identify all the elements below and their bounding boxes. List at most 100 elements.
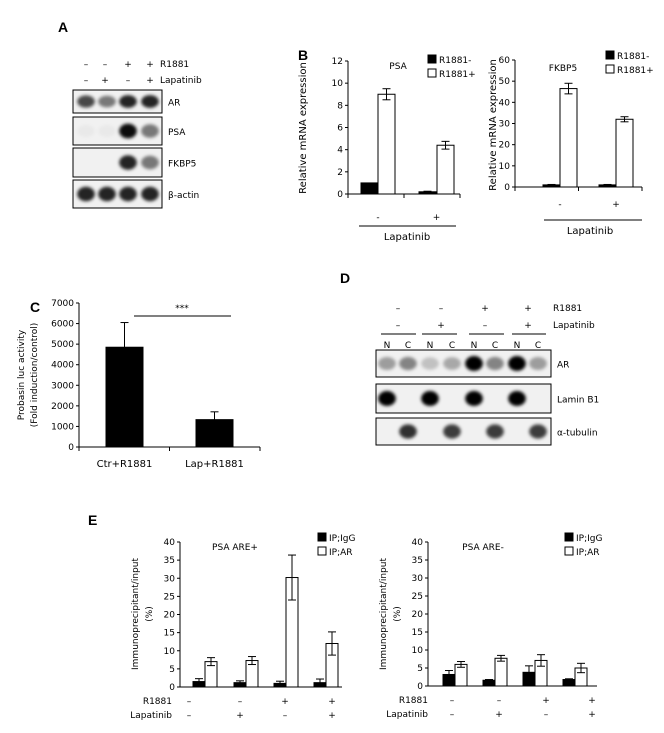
y-tick-label: 0 [68, 443, 74, 453]
treatment-sign: + [437, 321, 445, 331]
treatment-sign: – [483, 321, 488, 331]
treatment-sign: + [524, 304, 532, 314]
bar [377, 93, 396, 195]
y-tick-label: 4000 [51, 361, 74, 371]
y-tick-label: 25 [412, 592, 423, 602]
treatment-sign: + [101, 76, 109, 86]
band [98, 186, 116, 202]
band [378, 357, 396, 370]
y-tick-label: 2 [337, 168, 343, 178]
band [77, 186, 95, 202]
condition-sign: + [495, 710, 503, 720]
y-tick-label: 0 [504, 183, 510, 193]
legend-swatch [317, 546, 327, 556]
legend-label: R1881+ [439, 70, 476, 80]
band [141, 95, 159, 108]
condition-sign: + [328, 697, 336, 707]
y-tick-label: 20 [412, 610, 424, 620]
treatment-sign: – [439, 304, 444, 314]
treatment-sign: – [84, 76, 89, 86]
band [77, 95, 95, 108]
legend-label: IP;AR [329, 548, 353, 558]
treatment-sign: + [481, 304, 489, 314]
y-tick-label: 10 [412, 646, 424, 656]
x-axis-label: Lapatinib [567, 226, 613, 237]
blot-label: AR [557, 361, 569, 371]
treatment-label: Lapatinib [553, 321, 595, 331]
y-tick-label: 5 [169, 665, 175, 675]
bar [195, 419, 234, 448]
y-tick-label: 40 [412, 538, 424, 548]
condition-sign: – [544, 710, 549, 720]
chart-title: PSA ARE- [462, 543, 504, 553]
blot-label: PSA [168, 128, 186, 138]
y-tick-label: 0 [337, 190, 343, 200]
y-axis-label: Immunoprecipitant/input [379, 558, 389, 670]
y-tick-label: 0 [169, 683, 175, 693]
treatment-sign: + [146, 76, 154, 86]
condition-sign: – [497, 696, 502, 706]
y-tick-label: 40 [499, 98, 511, 108]
band [141, 124, 159, 138]
y-tick-label: 2000 [51, 402, 74, 412]
treatment-label: R1881 [553, 304, 582, 314]
y-axis-label: (%) [145, 606, 155, 622]
condition-sign: – [450, 710, 455, 720]
y-tick-label: 30 [412, 574, 424, 584]
legend-swatch [564, 532, 574, 542]
y-tick-label: 6000 [51, 320, 74, 330]
condition-sign: – [238, 697, 243, 707]
treatment-sign: – [84, 60, 89, 70]
condition-sign: + [328, 711, 336, 721]
band [529, 424, 547, 439]
legend-label: IP;IgG [576, 534, 602, 544]
band [98, 95, 116, 108]
bar [559, 88, 578, 188]
y-tick-label: 0 [417, 682, 423, 692]
y-tick-label: 10 [332, 79, 344, 89]
condition-sign: – [187, 711, 192, 721]
category-label: + [433, 213, 441, 223]
panel-label-a: A [58, 19, 68, 35]
band [421, 391, 439, 406]
y-tick-label: 5 [417, 664, 423, 674]
treatment-sign: – [126, 76, 131, 86]
y-tick-label: 1000 [51, 422, 74, 432]
y-tick-label: 15 [164, 629, 175, 639]
category-label: + [612, 200, 620, 210]
y-tick-label: 35 [412, 556, 423, 566]
legend-label: R1881+ [617, 66, 654, 76]
y-axis-label: (Fold induction/control) [30, 323, 40, 428]
y-tick-label: 25 [164, 592, 175, 602]
category-label: Ctr+R1881 [97, 459, 153, 470]
bar [436, 144, 455, 195]
condition-sign: – [450, 696, 455, 706]
fraction-label: C [449, 341, 455, 351]
condition-label: Lapatinib [130, 711, 172, 721]
band [465, 356, 483, 371]
panel-label-b: B [298, 47, 308, 63]
legend-swatch [564, 546, 574, 556]
band [378, 391, 396, 406]
category-label: - [558, 200, 561, 210]
band [443, 357, 461, 370]
blot-label: AR [168, 99, 180, 109]
category-label: Lap+R1881 [185, 459, 244, 470]
band [98, 125, 116, 137]
fraction-label: N [471, 341, 478, 351]
y-tick-label: 60 [499, 56, 511, 66]
y-axis-label: Probasin luc activity [17, 329, 27, 420]
treatment-sign: – [396, 321, 401, 331]
y-tick-label: 50 [499, 77, 511, 87]
legend-swatch [605, 64, 615, 74]
band [141, 155, 159, 170]
condition-sign: + [236, 711, 244, 721]
band [119, 123, 137, 139]
band [119, 186, 137, 202]
y-tick-label: 8 [337, 101, 343, 111]
band [119, 95, 137, 108]
fraction-label: C [492, 341, 498, 351]
bar [360, 182, 379, 195]
y-tick-label: 30 [164, 574, 176, 584]
y-tick-label: 30 [499, 120, 511, 130]
